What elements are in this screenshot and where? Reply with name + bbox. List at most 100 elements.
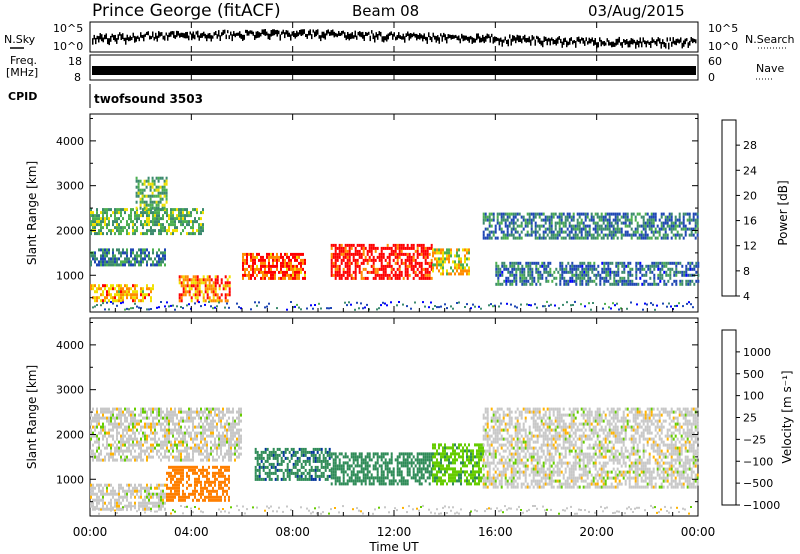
heat-cell <box>432 307 434 310</box>
heat-cell <box>110 449 112 453</box>
heat-cell <box>440 263 442 267</box>
heat-cell <box>140 254 142 258</box>
heat-cell <box>108 263 110 267</box>
heat-cell <box>585 273 588 277</box>
heat-cell <box>512 233 515 237</box>
heat-cell <box>120 458 122 462</box>
heat-cell <box>612 230 615 234</box>
heat-cell <box>136 489 138 493</box>
heat-cell <box>244 252 246 256</box>
heat-cell <box>460 260 462 264</box>
heat-cell <box>159 185 162 189</box>
heat-cell <box>122 428 124 432</box>
heat-cell <box>146 434 148 438</box>
heat-cell <box>362 249 365 253</box>
heat-cell <box>94 428 96 432</box>
heat-cell <box>588 227 591 231</box>
heat-cell <box>513 264 516 268</box>
heat-cell <box>418 261 421 265</box>
heat-cell <box>482 221 485 225</box>
noise-sample <box>609 42 611 46</box>
heat-cell <box>214 410 216 414</box>
heat-cell <box>216 492 218 496</box>
heat-cell <box>374 276 377 280</box>
heat-cell <box>639 270 642 274</box>
heat-cell <box>182 287 185 291</box>
heat-cell <box>196 208 198 212</box>
heat-cell <box>272 258 274 262</box>
heat-cell <box>278 255 280 259</box>
heat-cell <box>104 416 106 420</box>
heat-cell <box>118 257 120 261</box>
heat-cell <box>242 267 244 271</box>
heat-cell <box>646 221 649 225</box>
freq-band <box>92 66 696 75</box>
heat-cell <box>328 307 330 310</box>
heat-cell <box>462 248 464 252</box>
heat-cell <box>108 287 110 291</box>
heat-cell <box>118 407 120 411</box>
heat-cell <box>511 267 514 271</box>
heat-cell <box>286 261 288 265</box>
heat-cell <box>162 254 164 258</box>
heat-cell <box>617 261 620 265</box>
noise-sample <box>557 37 559 44</box>
heat-cell <box>168 495 170 499</box>
heat-cell <box>204 410 206 414</box>
heat-cell <box>172 304 174 307</box>
heat-cell <box>262 258 264 262</box>
heat-cell <box>222 458 224 462</box>
heat-cell <box>312 456 315 460</box>
heat-cell <box>190 287 193 291</box>
heat-cell <box>454 260 456 264</box>
heat-cell <box>238 440 240 444</box>
heat-cell <box>334 270 337 274</box>
noise-sample <box>588 37 590 44</box>
heat-cell <box>282 264 284 268</box>
heat-cell <box>252 261 254 265</box>
heat-cell <box>162 440 164 444</box>
heat-cell <box>687 279 690 283</box>
noise-sample <box>324 33 326 40</box>
heat-cell <box>202 278 205 282</box>
heat-cell <box>150 495 152 499</box>
heat-cell <box>536 212 539 216</box>
heat-cell <box>627 279 630 283</box>
heat-cell <box>122 263 124 267</box>
heat-cell <box>186 211 188 215</box>
heat-cell <box>528 221 531 225</box>
heat-cell <box>172 413 174 417</box>
heat-cell <box>545 270 548 274</box>
heat-cell <box>583 261 586 265</box>
heat-cell <box>100 431 102 435</box>
heat-cell <box>298 459 301 463</box>
heat-cell <box>120 293 122 297</box>
heat-cell <box>675 273 678 277</box>
heat-cell <box>623 261 626 265</box>
noise-sample <box>225 34 227 40</box>
noise-sample <box>632 38 634 45</box>
noise-sample <box>375 32 377 38</box>
noise-sample <box>503 39 505 43</box>
heat-cell <box>596 221 599 225</box>
heat-cell <box>344 270 347 274</box>
heat-cell <box>298 273 300 277</box>
heat-cell <box>224 428 226 432</box>
noise-sample <box>576 37 578 42</box>
noise-sample <box>638 41 640 48</box>
heat-cell <box>116 304 118 307</box>
heat-cell <box>256 255 258 259</box>
heat-cell <box>544 221 547 225</box>
heat-cell <box>388 276 391 280</box>
heat-cell <box>380 255 383 259</box>
heat-cell <box>326 477 329 481</box>
heat-cell <box>196 211 198 215</box>
heat-cell <box>320 447 323 451</box>
noise-sample <box>438 37 440 44</box>
heat-cell <box>194 483 196 487</box>
heat-cell <box>250 273 252 277</box>
noise-tick-left-bottom: 10^0 <box>53 40 83 53</box>
heat-cell <box>104 428 106 432</box>
heat-cell <box>188 425 190 429</box>
heat-cell <box>266 305 268 308</box>
